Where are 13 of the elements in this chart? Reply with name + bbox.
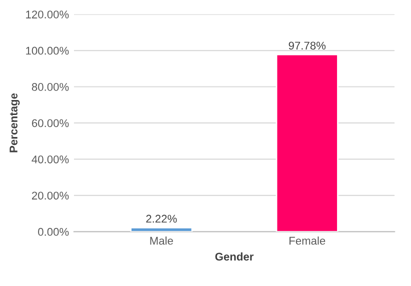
data-label: 2.22% <box>146 214 177 223</box>
x-tick-label: Male <box>150 236 173 245</box>
y-tick-label: 60.00% <box>32 119 69 128</box>
data-label: 97.78% <box>288 42 326 50</box>
x-tick-label: Female <box>290 236 326 245</box>
x-axis-title: Gender <box>215 252 254 261</box>
y-tick-label: 0.00% <box>38 228 69 236</box>
y-tick-label: 100.00% <box>26 46 69 55</box>
y-tick-label: 120.00% <box>26 10 69 18</box>
y-tick-label: 20.00% <box>32 192 69 200</box>
y-axis-title: Percentage <box>10 93 20 152</box>
y-tick-label: 40.00% <box>32 155 69 164</box>
y-tick-label: 80.00% <box>32 83 69 91</box>
